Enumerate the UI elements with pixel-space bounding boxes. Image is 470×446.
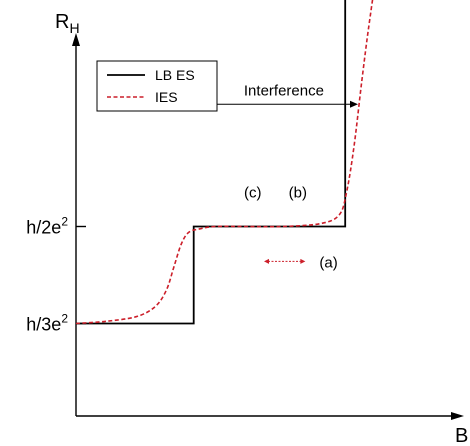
legend-label-0: LB ES [155, 67, 195, 83]
interference-label: Interference [244, 82, 324, 99]
series-line-0 [76, 0, 347, 325]
label-c: (c) [244, 184, 262, 201]
legend-label-1: IES [155, 89, 178, 105]
y-axis-arrowhead [72, 33, 80, 46]
y-axis-label: RH [55, 11, 80, 36]
legend: LB ES IES [96, 60, 218, 112]
y-axis-label-main: R [55, 11, 69, 33]
axes: RH B [55, 11, 468, 446]
label-a: (a) [319, 254, 337, 271]
legend-box [96, 60, 218, 112]
y-axis-label-subscript: H [69, 20, 79, 36]
a-arrowhead-right [300, 258, 306, 264]
y-tick-label-sup-1: 2 [61, 215, 68, 229]
series-line-1 [75, 0, 374, 325]
a-arrowhead-left [264, 258, 269, 264]
y-tick-label-base-1: h/2e [26, 218, 61, 238]
annotation-group: Interference (a) (b) (c) [203, 82, 358, 271]
y-tick-label-base-0: h/3e [26, 315, 61, 335]
y-tick-label-sup-0: 2 [61, 312, 68, 326]
y-tick-label-0: h/3e2 [26, 312, 68, 335]
x-axis-arrowhead [451, 412, 464, 420]
interference-arrowhead-right [350, 100, 358, 108]
x-axis-label: B [455, 425, 468, 446]
series-group [75, 0, 374, 325]
y-tick-label-1: h/2e2 [26, 215, 68, 238]
label-b: (b) [289, 184, 307, 201]
